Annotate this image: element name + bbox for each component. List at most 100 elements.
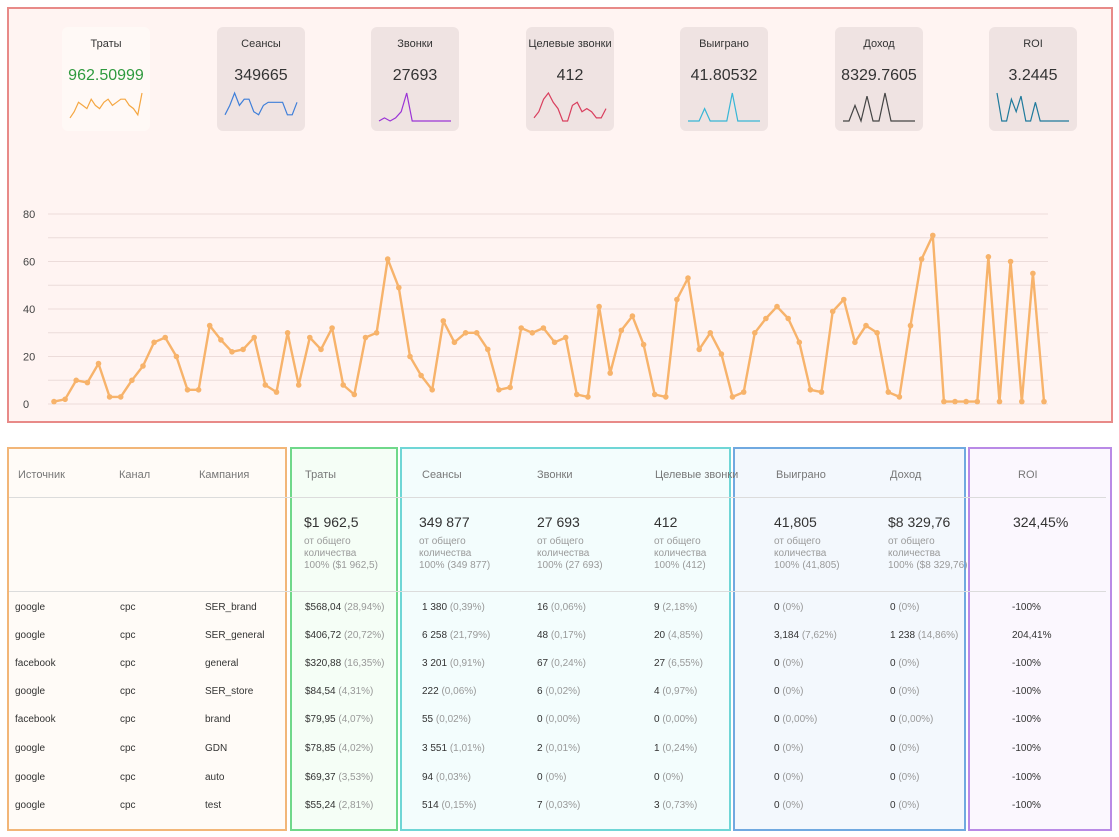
cell-share: (0%) <box>898 686 920 697</box>
totals-divider <box>9 591 1106 592</box>
cell-revenue: 0 (0%) <box>890 743 919 754</box>
sparkline-series <box>843 92 915 123</box>
data-point <box>329 325 335 331</box>
data-point <box>885 389 892 395</box>
total-share-line: от общего <box>304 536 351 547</box>
kpi-card[interactable]: Доход 8329.7605 <box>835 27 923 131</box>
header-source[interactable]: Источник <box>18 469 65 481</box>
total-share-line: от общего <box>888 536 935 547</box>
total-share-line: 100% (41,805) <box>774 560 840 571</box>
header-campaign[interactable]: Кампания <box>199 469 250 481</box>
total-share-text: от общего количества 100% (27 693) <box>537 536 603 572</box>
header-spend[interactable]: Траты <box>305 469 337 481</box>
table-row[interactable]: google cpc GDN $78,85 (4,02%) 3 551 (1,01%) 2… <box>0 743 1119 763</box>
cell-calls: 6 (0,02%) <box>537 686 580 697</box>
kpi-title: Доход <box>863 38 895 50</box>
total-value: 324,45% <box>1013 514 1069 530</box>
table-row[interactable]: facebook cpc brand $79,95 (4,07%) 55 (0,02%)… <box>0 714 1119 734</box>
header-won[interactable]: Выиграно <box>776 469 826 481</box>
data-point <box>184 387 191 393</box>
data-point <box>1019 398 1025 405</box>
data-point <box>640 341 647 348</box>
cell-share: (0%) <box>782 743 804 754</box>
data-point <box>763 315 769 322</box>
cell-share: (0,06%) <box>441 686 477 697</box>
cell-campaign: test <box>205 800 221 811</box>
kpi-card[interactable]: Сеансы 349665 <box>217 27 305 131</box>
cell-value: 2 <box>537 743 543 754</box>
data-point <box>351 391 358 398</box>
kpi-card[interactable]: Выиграно 41.80532 <box>680 27 768 131</box>
data-point <box>295 382 302 388</box>
kpi-card[interactable]: ROI 3.2445 <box>989 27 1077 131</box>
cell-share: (0,01%) <box>545 743 581 754</box>
cell-roi: -100% <box>1012 602 1041 613</box>
header-sessions[interactable]: Сеансы <box>422 469 462 481</box>
table-row[interactable]: google cpc SER_store $84,54 (4,31%) 222 (0,0… <box>0 686 1119 706</box>
cell-value: 0 <box>537 714 543 725</box>
cell-value: 1 <box>654 743 660 754</box>
cell-value: 0 <box>890 602 896 613</box>
data-point <box>785 315 791 322</box>
kpi-value: 27693 <box>392 67 438 84</box>
kpi-card[interactable]: Звонки 27693 <box>371 27 459 131</box>
cell-won: 3,184 (7,62%) <box>774 630 837 641</box>
header-calls[interactable]: Звонки <box>537 469 573 481</box>
cell-channel: cpc <box>120 800 136 811</box>
data-point <box>195 387 202 393</box>
cell-channel: cpc <box>120 714 136 725</box>
header-divider <box>9 497 1106 498</box>
data-point <box>1030 270 1036 277</box>
kpi-sparkline <box>843 92 915 123</box>
cell-sessions: 94 (0,03%) <box>422 772 471 783</box>
table-row[interactable]: google cpc test $55,24 (2,81%) 514 (0,15%) 7 … <box>0 800 1119 820</box>
data-point <box>151 339 157 346</box>
cell-value: 1 380 <box>422 602 448 613</box>
cell-value: 514 <box>422 800 439 811</box>
cell-revenue: 0 (0%) <box>890 800 919 811</box>
table-row[interactable]: google cpc SER_brand $568,04 (28,94%) 1 380 … <box>0 602 1119 622</box>
header-target-calls[interactable]: Целевые звонки <box>655 469 739 481</box>
cell-value: cpc <box>120 658 136 669</box>
kpi-title: Траты <box>90 38 122 50</box>
data-point <box>963 398 969 405</box>
cell-campaign: general <box>205 658 238 669</box>
data-point <box>729 394 736 400</box>
cell-calls: 16 (0,06%) <box>537 602 586 613</box>
cell-source: google <box>15 772 45 783</box>
cell-share: (0,03%) <box>435 772 471 783</box>
header-revenue[interactable]: Доход <box>890 469 922 481</box>
data-point <box>807 387 814 393</box>
data-point <box>73 377 79 384</box>
data-point <box>429 387 436 393</box>
cell-value: 3 551 <box>422 743 448 754</box>
cell-value: brand <box>205 714 231 725</box>
header-roi[interactable]: ROI <box>1018 469 1038 481</box>
cell-share: (0,00%) <box>545 714 581 725</box>
cell-share: (1,01%) <box>449 743 485 754</box>
data-point <box>229 349 235 355</box>
data-point <box>440 318 447 324</box>
cell-share: (0,06%) <box>550 602 586 613</box>
cell-value: 7 <box>537 800 543 811</box>
cell-target-calls: 0 (0%) <box>654 772 683 783</box>
kpi-title: Сеансы <box>241 38 281 50</box>
data-point <box>740 389 747 395</box>
cell-channel: cpc <box>120 743 136 754</box>
header-channel[interactable]: Канал <box>119 469 151 481</box>
cell-share: (0%) <box>782 772 804 783</box>
data-point <box>907 322 914 329</box>
kpi-card[interactable]: Траты 962.50999 <box>62 27 150 131</box>
table-row[interactable]: facebook cpc general $320,88 (16,35%) 3 201 … <box>0 658 1119 678</box>
table-row[interactable]: google cpc SER_general $406,72 (20,72%) 6 25… <box>0 630 1119 650</box>
cell-value: facebook <box>15 714 56 725</box>
kpi-card[interactable]: Целевые звонки 412 <box>526 27 614 131</box>
data-point <box>206 322 213 329</box>
cell-value: $55,24 <box>305 800 336 811</box>
total-share-line: от общего <box>654 536 701 547</box>
cell-channel: cpc <box>120 658 136 669</box>
total-value: 412 <box>654 514 678 530</box>
cell-value: 0 <box>654 772 660 783</box>
cell-value: 0 <box>774 714 780 725</box>
table-row[interactable]: google cpc auto $69,37 (3,53%) 94 (0,03%) 0 (… <box>0 772 1119 792</box>
